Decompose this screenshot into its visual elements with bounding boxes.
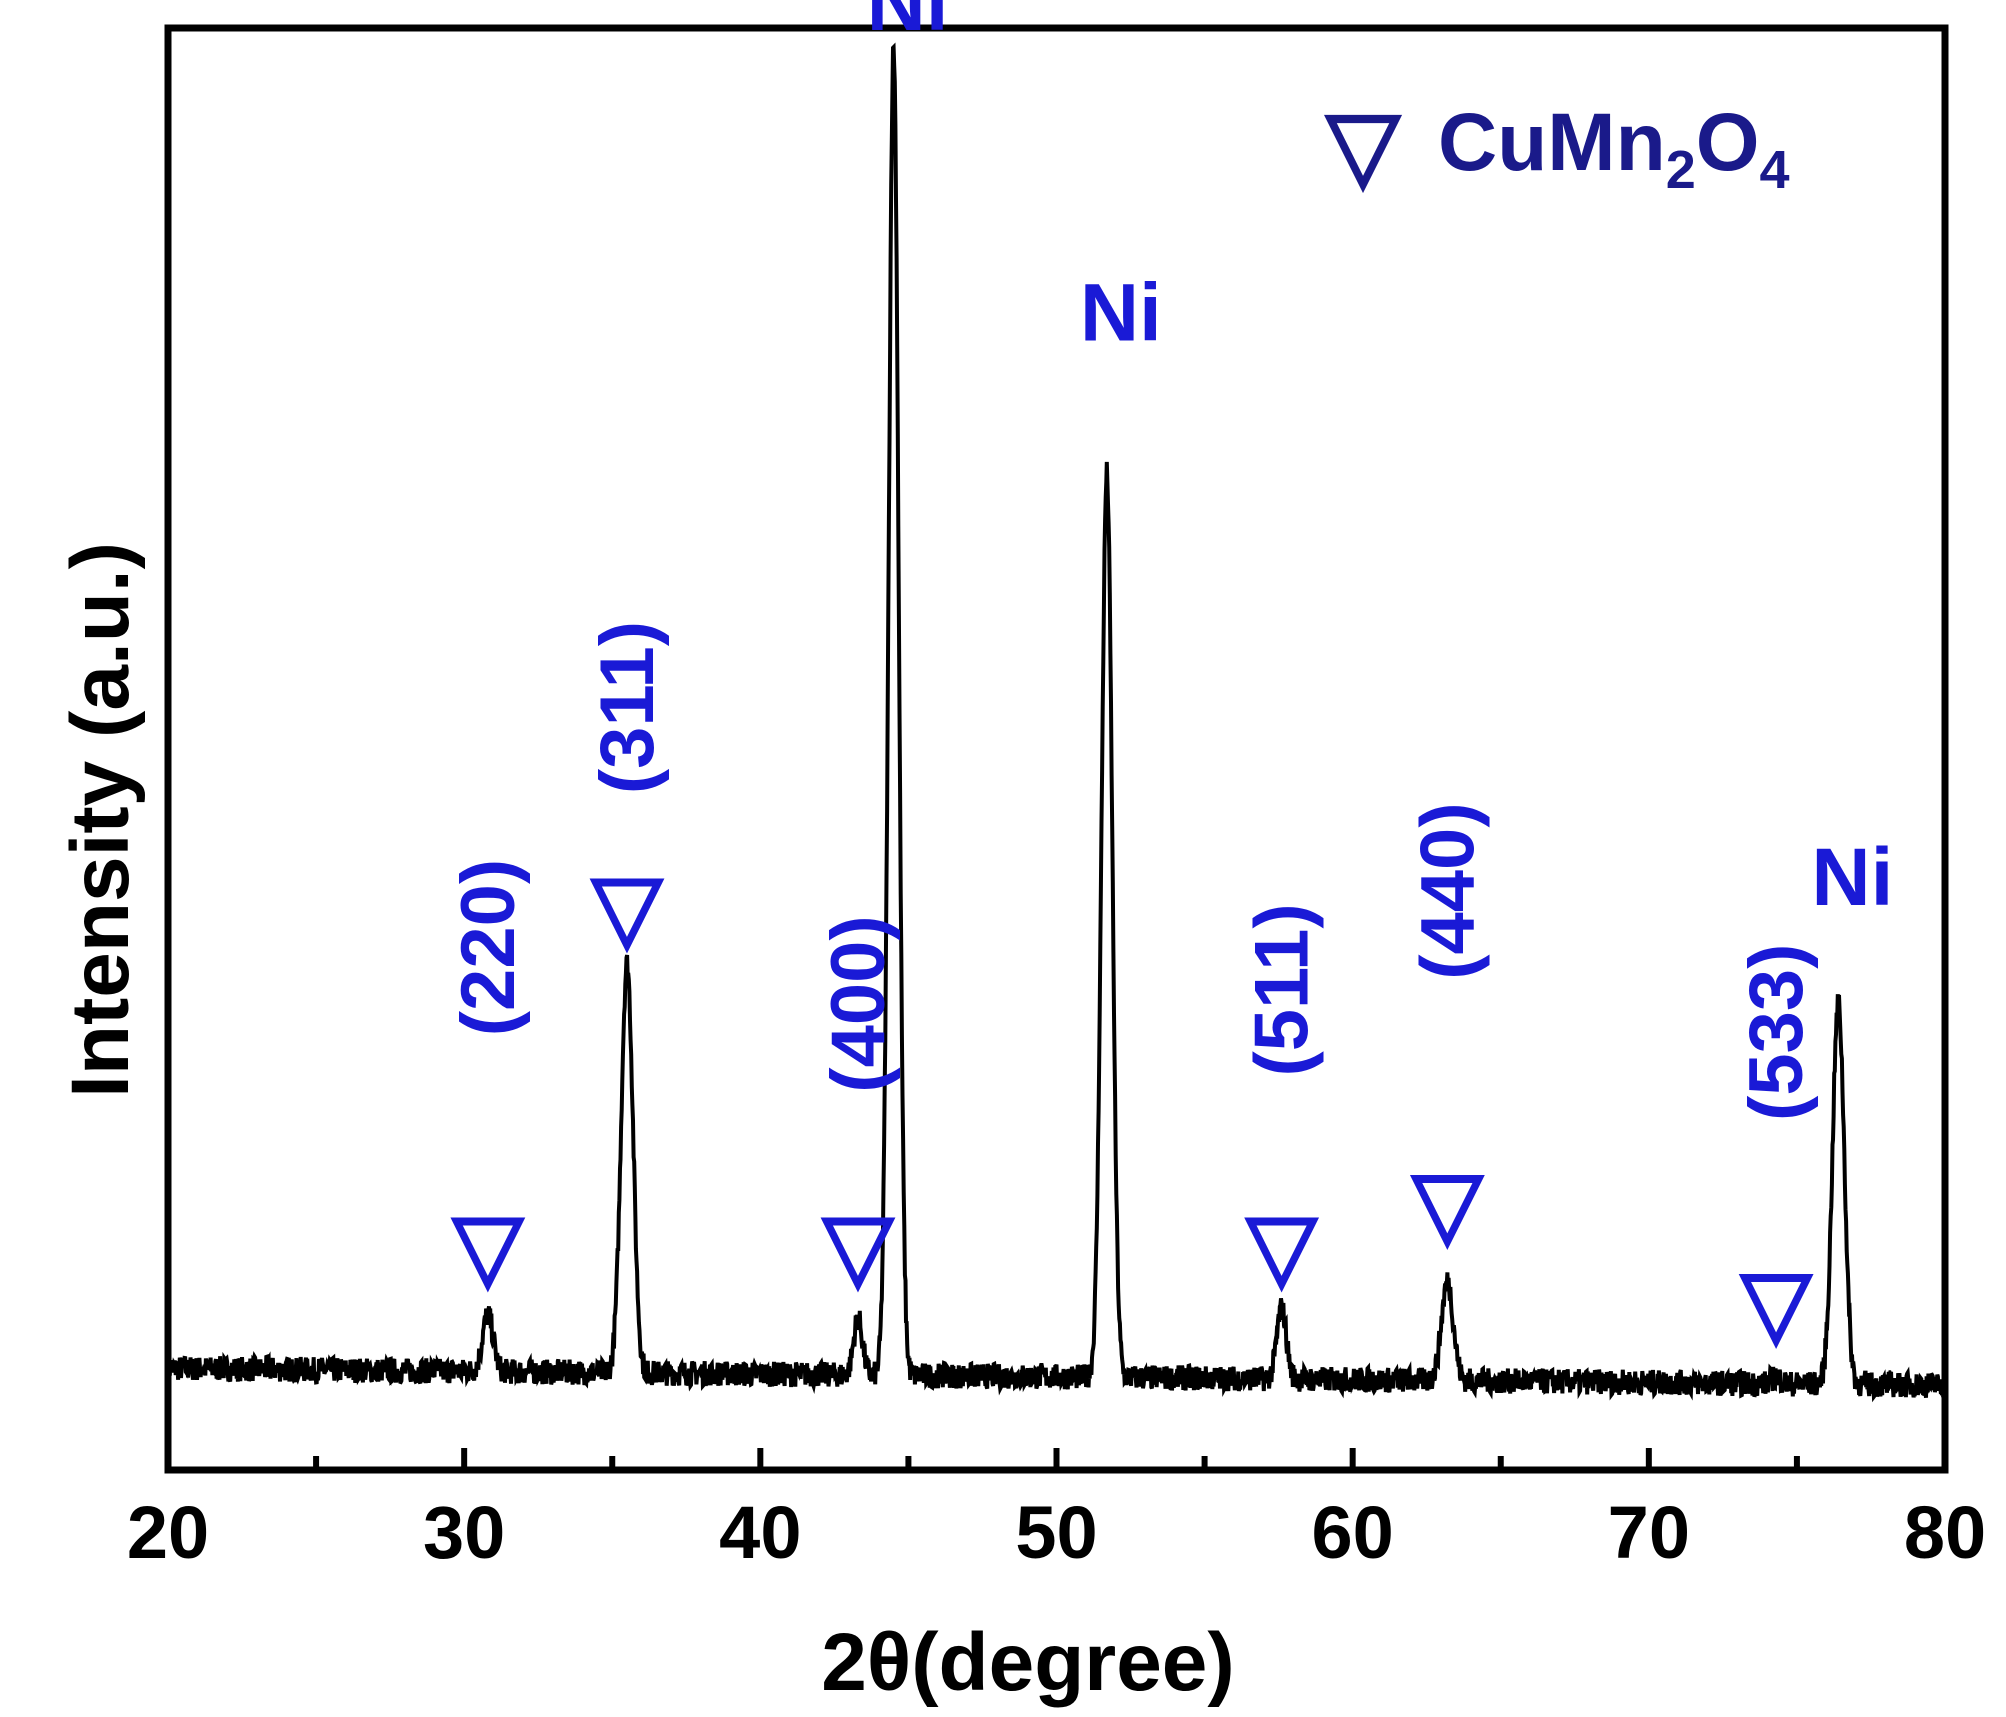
series-line (166, 42, 1947, 1403)
x-axis-ticks: 20 30 40 50 60 70 80 (127, 1448, 1986, 1574)
x-tick-label: 30 (423, 1491, 505, 1574)
peak-marker: ▽ (1738, 1253, 1814, 1355)
peak-marker: ▽ (449, 1196, 525, 1298)
hkl-label: (400) (816, 915, 901, 1092)
x-tick-label: 40 (719, 1491, 801, 1574)
peak-marker: ▽ (820, 1196, 896, 1298)
legend-label-a: CuMn (1438, 97, 1666, 188)
legend-label-b: O (1696, 97, 1760, 188)
legend-label-sub2: 4 (1760, 140, 1790, 200)
x-tick-label: 20 (127, 1491, 209, 1574)
phase-label: Ni (867, 0, 949, 48)
x-tick-label: 70 (1608, 1491, 1690, 1574)
hkl-label: (440) (1405, 802, 1490, 979)
phase-label: Ni (1811, 832, 1893, 923)
peak-marker: ▽ (1409, 1154, 1485, 1256)
peak-marker: ▽ (1243, 1196, 1319, 1298)
phase-label: Ni (1080, 267, 1162, 358)
hkl-label: (311) (585, 621, 670, 794)
legend: ▽ CuMn2O4 (1323, 92, 1790, 200)
hkl-label: (533) (1734, 944, 1819, 1121)
x-tick-label: 60 (1312, 1491, 1394, 1574)
peak-marker: ▽ (589, 857, 665, 959)
plot-frame (164, 24, 1949, 1474)
legend-label: CuMn2O4 (1438, 97, 1790, 200)
x-tick-label: 50 (1015, 1491, 1097, 1574)
hkl-label: (220) (446, 859, 531, 1036)
x-tick-label: 80 (1904, 1491, 1986, 1574)
legend-label-sub1: 2 (1666, 140, 1696, 200)
peak-annotations: ▽ (220) ▽ (311) ▽ (400) Ni Ni ▽ (511) ▽ (440) ▽ (533)… (446, 0, 1894, 1355)
hkl-label: (511) (1240, 903, 1325, 1076)
y-axis-title: Intensity (a.u.) (55, 542, 146, 1098)
plot-layer (166, 42, 1947, 1403)
legend-marker: ▽ (1323, 92, 1402, 199)
x-axis-title: 2θ(degree) (821, 1617, 1234, 1708)
